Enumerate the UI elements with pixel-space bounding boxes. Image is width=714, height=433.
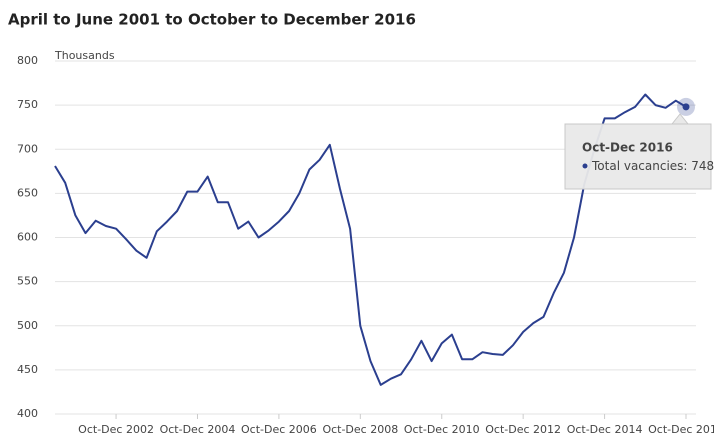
tooltip-sep: : (683, 159, 691, 173)
series-line (54, 93, 687, 386)
x-tick-label: Oct-Dec 2012 (485, 423, 561, 433)
x-tick-label: Oct-Dec 2014 (567, 423, 643, 433)
x-tick-label: Oct-Dec 2006 (241, 423, 317, 433)
y-tick-label: 800 (17, 54, 38, 67)
tooltip-title: Oct-Dec 2016 (582, 141, 673, 155)
tooltip-box (564, 123, 712, 190)
x-tick-label: Oct-Dec 2016 (648, 423, 714, 433)
y-tick-label: 700 (17, 142, 38, 155)
y-tick-label: 550 (17, 275, 38, 288)
x-tick-label: Oct-Dec 2004 (160, 423, 236, 433)
hover-point (682, 103, 690, 111)
y-tick-label: 450 (17, 363, 38, 376)
x-tick-label: Oct-Dec 2008 (322, 423, 398, 433)
y-tick-label: 750 (17, 98, 38, 111)
y-tick-label: 400 (17, 407, 38, 420)
tooltip-arrow (670, 113, 690, 125)
y-axis-label: Thousands (54, 49, 115, 62)
tooltip-series-name: Total vacancies (591, 159, 683, 173)
y-tick-label: 500 (17, 319, 38, 332)
x-tick-label: Oct-Dec 2010 (404, 423, 480, 433)
tooltip-value: 748 (691, 159, 714, 173)
chart-title: April to June 2001 to October to Decembe… (8, 11, 416, 29)
tooltip-text: Total vacancies: 748 (591, 159, 714, 173)
tooltip-dot (582, 163, 588, 169)
y-tick-label: 600 (17, 231, 38, 244)
x-tick-label: Oct-Dec 2002 (78, 423, 154, 433)
y-tick-label: 650 (17, 186, 38, 199)
